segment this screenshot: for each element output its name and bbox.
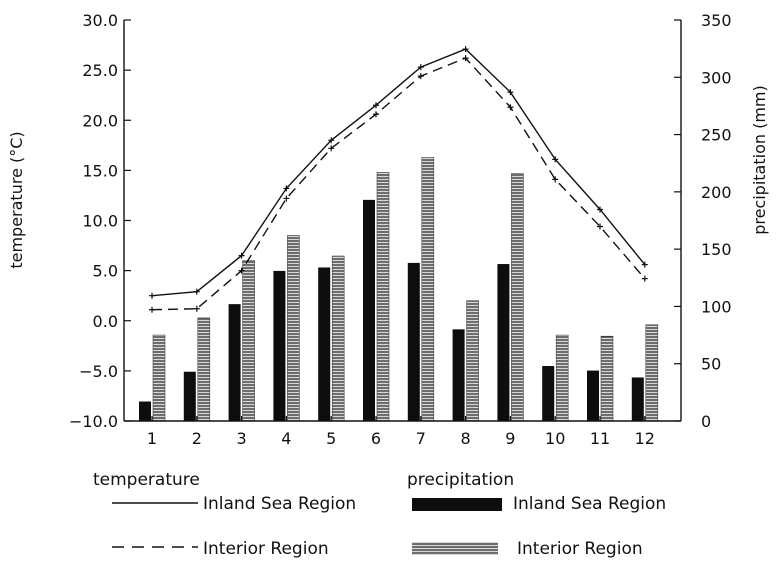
bar-interior [421, 157, 435, 422]
point-interior [373, 111, 379, 118]
legend-precip-interior: Interior Region [517, 539, 643, 559]
bar-interior [376, 172, 390, 422]
legend-precip-inland: Inland Sea Region [513, 494, 666, 514]
x-tick-label: 12 [635, 429, 655, 448]
point-interior [328, 145, 335, 152]
bar-inland-sea [452, 329, 465, 421]
bar-inland-sea [542, 366, 555, 421]
left-tick-label: 5.0 [93, 262, 118, 281]
bar-inland-sea [183, 371, 196, 421]
legend-temp-inland: Inland Sea Region [203, 494, 356, 514]
x-tick-label: 3 [237, 429, 247, 448]
x-tick-label: 6 [371, 429, 381, 448]
right-tick-label: 300 [701, 68, 732, 87]
point-interior [641, 275, 648, 282]
point-inland-sea [597, 206, 603, 213]
bar-interior [152, 334, 166, 422]
legend-solid-bar-swatch [412, 498, 502, 511]
point-interior [193, 305, 200, 312]
x-tick-label: 4 [281, 429, 291, 448]
left-tick-label: −10.0 [69, 412, 118, 431]
bar-interior [331, 255, 345, 422]
bar-inland-sea [631, 377, 644, 421]
legend-precipitation-heading: precipitation [407, 470, 514, 490]
right-tick-label: 50 [701, 355, 721, 374]
x-tick-label: 11 [590, 429, 610, 448]
point-interior [507, 104, 514, 111]
point-inland-sea [283, 185, 290, 192]
point-inland-sea [238, 252, 245, 259]
bar-inland-sea [318, 267, 331, 421]
ticks-layer: 30.025.020.015.010.05.00.0−5.0−10.035030… [69, 11, 732, 448]
point-interior [417, 73, 424, 80]
bar-interior [197, 317, 211, 422]
left-axis-label: temperature (°C) [7, 131, 26, 268]
right-tick-label: 250 [701, 126, 732, 145]
line-inland-sea [151, 48, 646, 297]
left-tick-label: −5.0 [79, 362, 118, 381]
bar-interior [466, 300, 479, 422]
point-interior [283, 195, 290, 202]
legend-temperature-heading: temperature [93, 470, 200, 490]
x-tick-label: 9 [505, 429, 515, 448]
left-tick-label: 15.0 [82, 161, 118, 180]
point-inland-sea [417, 64, 424, 71]
point-inland-sea [328, 137, 335, 144]
point-inland-sea [373, 102, 379, 109]
bar-inland-sea [363, 199, 375, 421]
bar-inland-sea [228, 304, 241, 421]
left-tick-label: 20.0 [82, 111, 118, 130]
bar-inland-sea [497, 264, 510, 421]
point-inland-sea [193, 288, 200, 295]
bar-interior [511, 173, 524, 422]
line-interior [151, 57, 646, 311]
bar-interior [555, 334, 569, 422]
bar-inland-sea [139, 401, 151, 421]
right-axis-label: precipitation (mm) [750, 85, 769, 235]
right-tick-label: 100 [701, 297, 732, 316]
bar-interior [287, 235, 300, 422]
left-tick-label: 25.0 [82, 61, 118, 80]
bar-inland-sea [273, 270, 286, 421]
x-tick-label: 7 [416, 429, 426, 448]
x-tick-label: 2 [192, 429, 202, 448]
right-tick-label: 0 [701, 412, 711, 431]
point-interior [462, 55, 469, 62]
bars-layer [139, 157, 659, 422]
left-tick-label: 30.0 [82, 11, 118, 30]
point-inland-sea [552, 156, 559, 163]
legend-hatched-bar-swatch [412, 542, 498, 555]
legend-temp-interior: Interior Region [203, 539, 329, 559]
point-inland-sea [641, 261, 648, 268]
lines-layer [149, 46, 648, 313]
right-tick-label: 350 [701, 11, 732, 30]
legend: temperature precipitation Inland Sea Reg… [93, 470, 666, 559]
x-tick-label: 1 [147, 429, 157, 448]
point-inland-sea [149, 292, 155, 299]
point-inland-sea [507, 89, 514, 96]
bar-interior [600, 335, 614, 422]
bar-interior [645, 324, 659, 422]
bar-inland-sea [407, 262, 420, 421]
point-interior [238, 267, 245, 274]
x-tick-label: 8 [461, 429, 471, 448]
plot-area: 30.025.020.015.010.05.00.0−5.0−10.035030… [69, 11, 732, 448]
left-tick-label: 10.0 [82, 212, 118, 231]
bar-interior [242, 260, 255, 422]
left-tick-label: 0.0 [93, 312, 118, 331]
bar-inland-sea [587, 370, 599, 421]
x-tick-label: 10 [545, 429, 565, 448]
right-tick-label: 200 [701, 183, 732, 202]
point-inland-sea [462, 46, 469, 53]
right-tick-label: 150 [701, 240, 732, 259]
x-tick-label: 5 [326, 429, 336, 448]
point-interior [149, 306, 155, 313]
point-interior [552, 176, 559, 183]
point-interior [597, 223, 603, 230]
